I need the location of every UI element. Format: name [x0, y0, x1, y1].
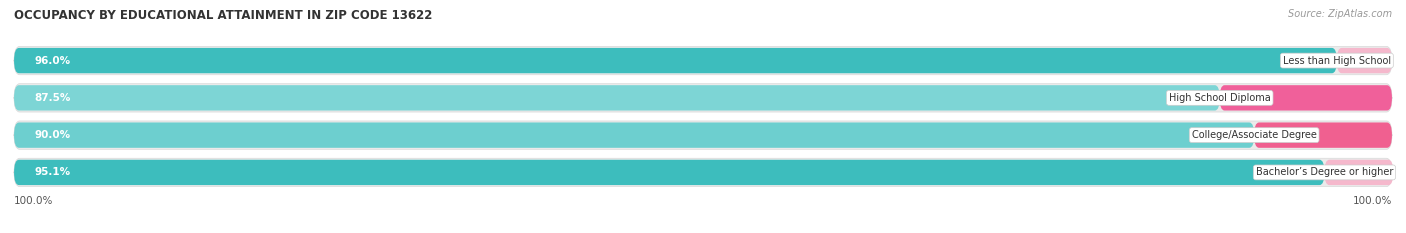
- Text: Source: ZipAtlas.com: Source: ZipAtlas.com: [1288, 9, 1392, 19]
- FancyBboxPatch shape: [14, 85, 1220, 110]
- Text: OCCUPANCY BY EDUCATIONAL ATTAINMENT IN ZIP CODE 13622: OCCUPANCY BY EDUCATIONAL ATTAINMENT IN Z…: [14, 9, 433, 22]
- FancyBboxPatch shape: [14, 84, 1392, 112]
- Text: 100.0%: 100.0%: [1353, 195, 1392, 206]
- FancyBboxPatch shape: [1337, 48, 1392, 73]
- Text: 95.1%: 95.1%: [35, 168, 70, 177]
- FancyBboxPatch shape: [1254, 123, 1392, 148]
- FancyBboxPatch shape: [14, 158, 1392, 187]
- Text: High School Diploma: High School Diploma: [1168, 93, 1271, 103]
- Text: Less than High School: Less than High School: [1282, 56, 1391, 65]
- Text: 87.5%: 87.5%: [35, 93, 72, 103]
- FancyBboxPatch shape: [14, 121, 1392, 149]
- Text: 90.0%: 90.0%: [35, 130, 70, 140]
- Text: College/Associate Degree: College/Associate Degree: [1192, 130, 1316, 140]
- FancyBboxPatch shape: [14, 160, 1324, 185]
- Text: Bachelor’s Degree or higher: Bachelor’s Degree or higher: [1256, 168, 1393, 177]
- FancyBboxPatch shape: [1324, 160, 1393, 185]
- Text: 96.0%: 96.0%: [35, 56, 70, 65]
- FancyBboxPatch shape: [14, 46, 1392, 75]
- Text: 100.0%: 100.0%: [14, 195, 53, 206]
- FancyBboxPatch shape: [14, 123, 1254, 148]
- FancyBboxPatch shape: [14, 48, 1337, 73]
- FancyBboxPatch shape: [1220, 85, 1392, 110]
